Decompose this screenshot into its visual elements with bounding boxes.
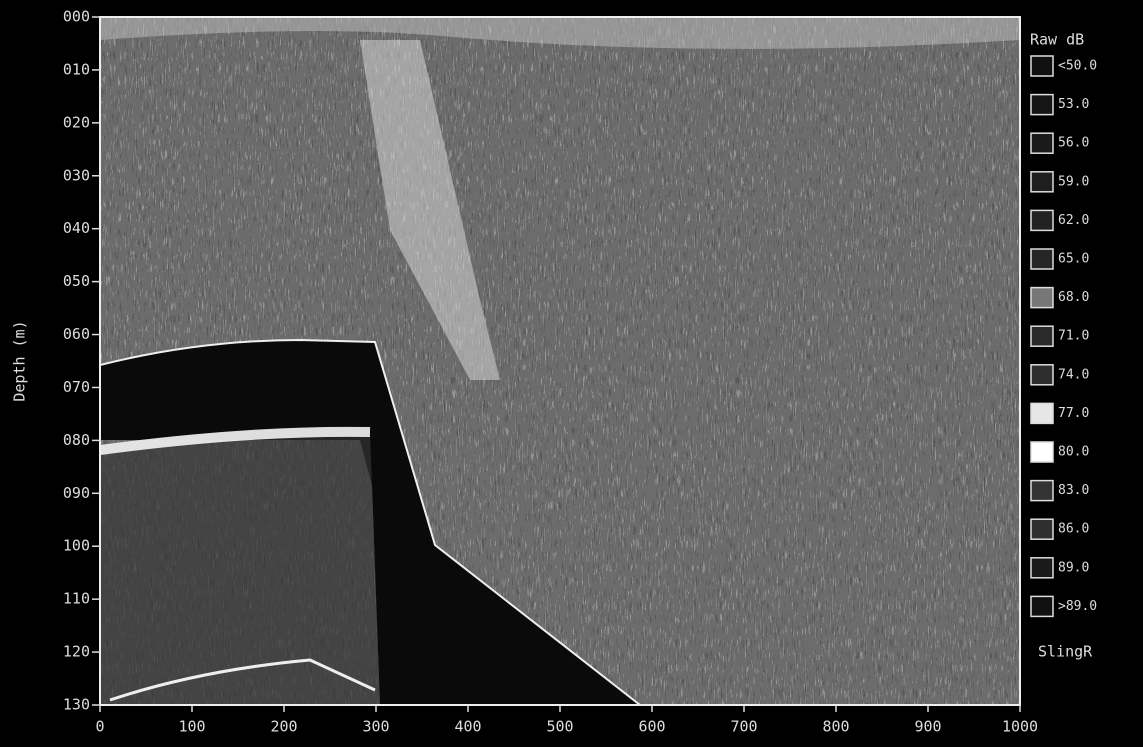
- x-tick-label: 600: [638, 718, 665, 736]
- y-tick-label: 000: [63, 8, 90, 26]
- legend-swatch: [1031, 365, 1053, 385]
- annotation: SlingR: [1038, 643, 1093, 661]
- legend-swatch: [1031, 596, 1053, 616]
- y-tick-label: 120: [63, 643, 90, 661]
- legend-swatch: [1031, 210, 1053, 230]
- legend-label: 74.0: [1058, 367, 1089, 382]
- y-tick-label: 030: [63, 166, 90, 184]
- legend-label: <50.0: [1058, 59, 1097, 74]
- y-tick-label: 010: [63, 60, 90, 78]
- legend-swatch: [1031, 481, 1053, 501]
- y-tick-label: 060: [63, 325, 90, 343]
- y-axis-label: Depth (m): [11, 320, 29, 401]
- echogram-window: Depth (m) Raw dB SlingR 0000100200300400…: [0, 0, 1143, 747]
- legend-label: 89.0: [1058, 560, 1089, 575]
- x-tick-label: 300: [362, 718, 389, 736]
- x-tick-label: 700: [730, 718, 757, 736]
- y-tick-label: 090: [63, 484, 90, 502]
- legend-swatch: [1031, 519, 1053, 539]
- legend-label: 68.0: [1058, 290, 1089, 305]
- y-tick-label: 080: [63, 431, 90, 449]
- legend-label: 80.0: [1058, 445, 1089, 460]
- legend-swatch: [1031, 95, 1053, 115]
- legend-swatch: [1031, 172, 1053, 192]
- legend-label: 62.0: [1058, 213, 1089, 228]
- y-tick-label: 100: [63, 537, 90, 555]
- x-tick-label: 400: [454, 718, 481, 736]
- legend-swatch: [1031, 442, 1053, 462]
- legend-label: 65.0: [1058, 252, 1089, 267]
- legend-label: 86.0: [1058, 522, 1089, 537]
- y-tick-label: 020: [63, 113, 90, 131]
- echogram-image: [100, 17, 1020, 705]
- x-tick-label: 100: [178, 718, 205, 736]
- y-tick-label: 070: [63, 378, 90, 396]
- legend-label: 71.0: [1058, 329, 1089, 344]
- x-tick-label: 1000: [1002, 718, 1038, 736]
- y-tick-label: 110: [63, 590, 90, 608]
- y-tick-label: 130: [63, 696, 90, 714]
- x-tick-label: 500: [546, 718, 573, 736]
- legend-label: 59.0: [1058, 174, 1089, 189]
- x-tick-label: 800: [822, 718, 849, 736]
- legend-label: >89.0: [1058, 599, 1097, 614]
- x-tick-label: 200: [270, 718, 297, 736]
- legend-swatch: [1031, 558, 1053, 578]
- legend-swatch: [1031, 249, 1053, 269]
- legend-swatch: [1031, 133, 1053, 153]
- x-tick-label: 900: [914, 718, 941, 736]
- y-tick-label: 050: [63, 272, 90, 290]
- x-tick-label: 0: [95, 718, 104, 736]
- legend-label: 77.0: [1058, 406, 1089, 421]
- legend-swatch: [1031, 403, 1053, 423]
- legend-label: 53.0: [1058, 97, 1089, 112]
- legend-swatch: [1031, 326, 1053, 346]
- legend-title: Raw dB: [1030, 31, 1084, 49]
- legend-swatch: [1031, 56, 1053, 76]
- legend-label: 56.0: [1058, 136, 1089, 151]
- y-tick-label: 040: [63, 219, 90, 237]
- legend-swatch: [1031, 288, 1053, 308]
- legend-label: 83.0: [1058, 483, 1089, 498]
